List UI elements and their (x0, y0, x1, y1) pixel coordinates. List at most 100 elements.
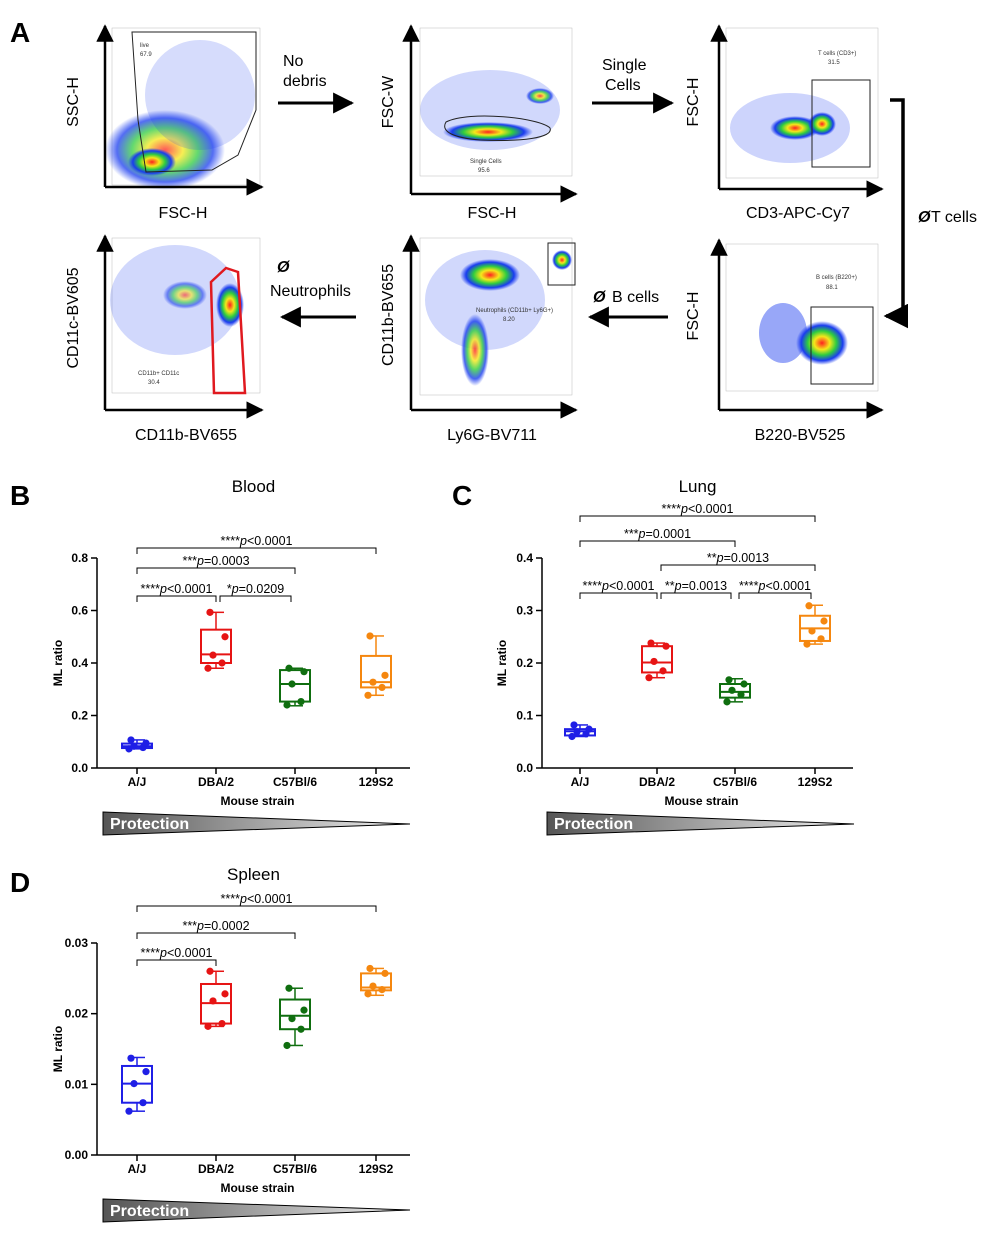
y-tick-label: 0.2 (516, 656, 533, 670)
data-point (142, 739, 150, 747)
gate-name: CD11b+ CD11c (138, 371, 179, 377)
bracket-line (136, 932, 296, 939)
y-tick-label: 0.2 (71, 709, 88, 723)
data-point (378, 986, 386, 994)
data-point (820, 617, 828, 625)
gate-name: Single Cells (470, 159, 502, 165)
density-cloud (420, 70, 560, 150)
bracket-label: **p=0.0013 (707, 551, 769, 565)
panel-label-d: D (10, 867, 30, 898)
y-tick-label: 0.1 (516, 709, 533, 723)
y-axis-label: FSC-H (685, 292, 702, 341)
bracket-label: ****p<0.0001 (221, 534, 293, 548)
significance-bracket: ****p<0.0001 (579, 502, 816, 522)
data-point (204, 1022, 212, 1030)
protection-bar-d: Protection (102, 1198, 411, 1223)
null-symbol-t: Ø (918, 209, 931, 226)
significance-bracket: ***p=0.0001 (579, 527, 736, 547)
density-cloud (105, 40, 255, 190)
bracket-label: **p=0.0013 (665, 579, 727, 593)
data-point (364, 691, 372, 699)
chart-lung: 0.0 0.1 0.2 0.3 0.4 A/J DBA/2 C57Bl/6 129S2 Mouse… (495, 477, 853, 808)
x-tick-label: C57Bl/6 (273, 775, 317, 789)
data-point (369, 678, 377, 686)
x-tick-label: DBA/2 (639, 775, 675, 789)
significance-bracket: ****p<0.0001 (136, 892, 377, 912)
data-point (127, 1054, 135, 1062)
box-iqr (279, 998, 311, 1031)
x-axis-label: CD3-APC-Cy7 (746, 205, 850, 222)
bracket-label: ***p=0.0002 (182, 919, 249, 933)
y-axis-label: SSC-H (65, 77, 82, 127)
label-no-t-cells: T cells (931, 209, 977, 226)
bracket-label: ****p<0.0001 (662, 502, 734, 516)
data-point (659, 667, 667, 675)
data-point (288, 1015, 296, 1023)
data-point (803, 640, 811, 648)
panel-label-c: C (452, 480, 472, 511)
y-tick-label: 0.0 (71, 761, 88, 775)
bracket-line (579, 592, 658, 599)
y-tick-label: 0.02 (65, 1007, 89, 1021)
y-axis-label: FSC-H (685, 78, 702, 127)
protection-label: Protection (110, 816, 189, 833)
data-point (139, 1099, 147, 1107)
data-point (378, 683, 386, 692)
x-axis-label: FSC-H (468, 205, 517, 222)
y-tick-label: 0.01 (65, 1077, 89, 1091)
data-point (805, 602, 813, 610)
data-point (297, 1025, 305, 1033)
x-axis-label: CD11b-BV655 (135, 427, 237, 444)
significance-bracket: ****p<0.0001 (136, 582, 217, 602)
data-point (568, 732, 576, 741)
chart-spleen: 0.00 0.01 0.02 0.03 A/J DBA/2 C57Bl/6 129S2 Mous… (51, 865, 410, 1195)
significance-bracket: *p=0.0209 (219, 582, 292, 602)
chart-title: Lung (679, 477, 717, 496)
box-A/J (564, 721, 596, 741)
data-point (206, 967, 214, 975)
bracket-label: *p=0.0209 (227, 582, 284, 596)
significance-bracket: ***p=0.0003 (136, 554, 296, 574)
box-C57Bl/6 (279, 984, 311, 1050)
data-point (206, 608, 214, 616)
density-cloud (110, 245, 244, 355)
box-A/J (121, 1054, 153, 1115)
box-DBA/2 (641, 639, 673, 682)
gate-name: Neutrophils (CD11b+ Ly6G+) (476, 308, 553, 314)
arrow-t-cells (883, 98, 909, 329)
gate-value: 30.4 (148, 380, 160, 386)
protection-bar-b: Protection (102, 811, 411, 836)
y-tick-label: 0.0 (516, 761, 533, 775)
chart-title: Spleen (227, 865, 280, 884)
y-tick-label: 0.00 (65, 1148, 89, 1162)
gating-plot-1: live 67.9 SSC-H FSC-H (65, 24, 264, 222)
x-tick-label: 129S2 (798, 775, 833, 789)
data-point (285, 664, 293, 672)
x-tick-label: A/J (128, 775, 147, 789)
data-point (725, 676, 733, 684)
x-tick-label: DBA/2 (198, 775, 234, 789)
data-point (645, 674, 653, 682)
bracket-label: ****p<0.0001 (141, 946, 213, 960)
x-axis-label: FSC-H (159, 205, 208, 222)
data-point (723, 698, 731, 706)
protection-label: Protection (554, 816, 633, 833)
x-tick-label: A/J (571, 775, 590, 789)
null-symbol-b: Ø (593, 289, 606, 306)
y-axis-label: FSC-W (380, 75, 397, 128)
bracket-label: ***p=0.0001 (624, 527, 691, 541)
bracket-line (219, 595, 292, 602)
gate-outline (131, 31, 257, 173)
x-axis-label: Mouse strain (220, 1181, 294, 1195)
bracket-line (136, 905, 377, 912)
significance-bracket: **p=0.0013 (660, 551, 816, 571)
data-point (300, 668, 308, 676)
data-point (381, 671, 389, 679)
y-tick-label: 0.8 (71, 551, 88, 565)
data-point (364, 990, 372, 998)
significance-bracket: **p=0.0013 (660, 579, 732, 599)
gate-value: 95.6 (478, 168, 490, 174)
box-iqr (360, 972, 392, 992)
significance-bracket: ****p<0.0001 (579, 579, 658, 599)
bracket-label: ***p=0.0003 (182, 554, 249, 568)
